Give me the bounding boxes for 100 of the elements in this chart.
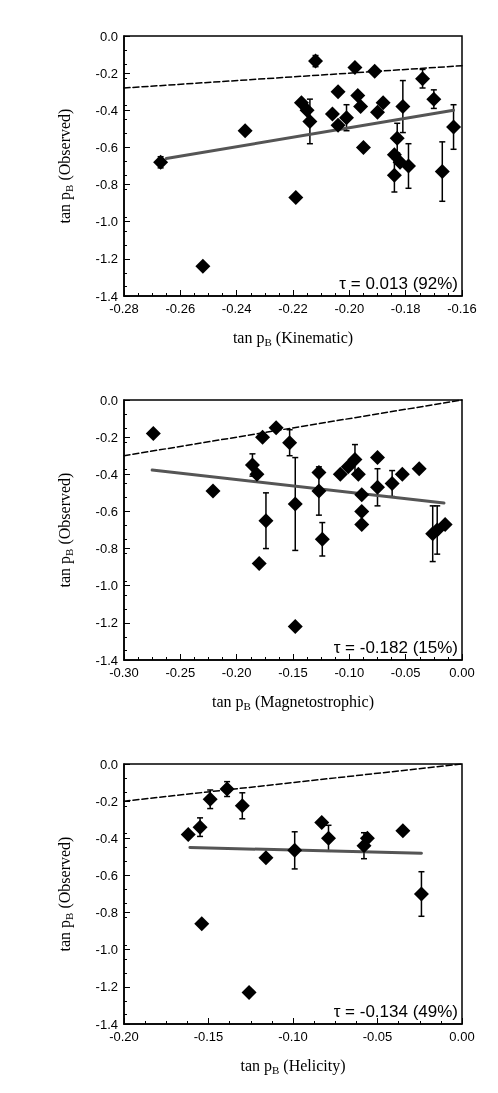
- y-tick-label: -0.2: [95, 429, 118, 445]
- point: [426, 91, 442, 107]
- point: [287, 842, 303, 858]
- point: [282, 435, 298, 451]
- y-tick-label: -0.4: [95, 466, 118, 482]
- point: [314, 531, 330, 547]
- point: [332, 466, 348, 482]
- point: [370, 450, 385, 466]
- point: [314, 815, 330, 830]
- point: [434, 164, 450, 180]
- point: [353, 99, 369, 115]
- x-tick-label: -0.10: [278, 1029, 308, 1044]
- y-tick-label: -0.6: [95, 503, 118, 519]
- point: [308, 53, 324, 69]
- point: [392, 154, 408, 170]
- point: [145, 425, 161, 441]
- x-tick-label: -0.16: [447, 301, 477, 316]
- point: [302, 113, 318, 129]
- point: [202, 791, 218, 807]
- point: [241, 984, 257, 1000]
- point: [339, 110, 355, 126]
- point: [194, 916, 210, 932]
- y-tick-label: -0.2: [95, 65, 118, 81]
- point: [258, 513, 274, 529]
- point: [258, 850, 274, 866]
- x-tick-label: -0.15: [193, 1029, 224, 1044]
- point: [386, 167, 402, 183]
- point: [370, 104, 385, 120]
- y-tick-label: -0.8: [95, 905, 118, 921]
- point: [288, 190, 304, 206]
- y-tick-label: -1.0: [95, 942, 118, 958]
- point: [311, 483, 327, 499]
- y-axis-title: tan pB (Observed): [56, 472, 75, 588]
- point: [237, 123, 253, 139]
- x-tick-label: -0.20: [221, 665, 252, 680]
- point: [384, 476, 400, 492]
- point: [251, 555, 267, 571]
- point: [350, 466, 366, 482]
- x-tick-label: -0.05: [390, 665, 421, 680]
- point: [411, 461, 427, 477]
- y-tick-label: 0.0: [99, 756, 118, 772]
- point: [350, 87, 366, 103]
- point: [255, 429, 271, 445]
- point: [375, 95, 391, 111]
- x-tick-label: -0.25: [165, 665, 196, 680]
- point: [437, 516, 453, 532]
- point: [195, 258, 211, 274]
- y-axis-title: tan pB (Observed): [56, 836, 75, 952]
- x-tick-label: -0.30: [109, 665, 139, 680]
- point: [370, 479, 385, 495]
- x-tick-label: -0.20: [334, 301, 365, 316]
- point: [395, 99, 411, 115]
- y-tick-label: -1.4: [95, 288, 118, 304]
- point: [354, 516, 370, 532]
- x-tick-label: -0.05: [362, 1029, 393, 1044]
- x-tick-label: -0.24: [221, 301, 252, 316]
- point: [355, 139, 371, 155]
- y-tick-label: -0.2: [95, 793, 118, 809]
- x-tick-label: -0.28: [109, 301, 139, 316]
- point: [394, 466, 410, 482]
- annotation: τ = -0.134 (49%): [333, 1002, 459, 1021]
- y-tick-label: -0.4: [95, 830, 118, 846]
- point: [330, 84, 346, 100]
- x-tick-label: 0.00: [449, 1029, 475, 1044]
- y-tick-label: 0.0: [99, 392, 118, 408]
- point: [354, 503, 370, 519]
- x-tick-label: 0.00: [449, 665, 475, 680]
- x-tick-label: -0.15: [278, 665, 308, 680]
- point: [219, 781, 235, 797]
- point: [395, 823, 411, 839]
- y-tick-label: -1.2: [95, 979, 118, 995]
- point: [192, 819, 208, 835]
- point: [249, 466, 265, 482]
- point: [287, 496, 303, 512]
- point: [389, 130, 405, 146]
- point: [347, 451, 363, 467]
- y-tick-label: -1.4: [95, 1016, 118, 1032]
- point: [299, 102, 315, 118]
- y-tick-label: -1.0: [95, 578, 118, 594]
- point: [180, 827, 196, 843]
- point: [330, 117, 346, 133]
- point: [347, 60, 363, 76]
- point: [320, 830, 336, 846]
- point: [415, 71, 431, 87]
- annotation: τ = -0.182 (15%): [333, 638, 459, 657]
- point: [367, 63, 383, 79]
- point: [324, 106, 340, 122]
- point: [153, 154, 169, 170]
- point: [340, 459, 356, 475]
- annotation: τ = 0.013 (92%): [339, 274, 458, 293]
- point: [287, 619, 303, 635]
- point: [359, 830, 375, 846]
- y-tick-label: -1.0: [95, 214, 118, 230]
- point: [268, 420, 284, 436]
- y-tick-label: -0.4: [95, 102, 118, 118]
- point: [311, 464, 327, 480]
- y-axis-title: tan pB (Observed): [56, 108, 75, 224]
- y-tick-label: 0.0: [99, 28, 118, 44]
- point: [354, 487, 370, 503]
- y-tick-label: -0.8: [95, 177, 118, 193]
